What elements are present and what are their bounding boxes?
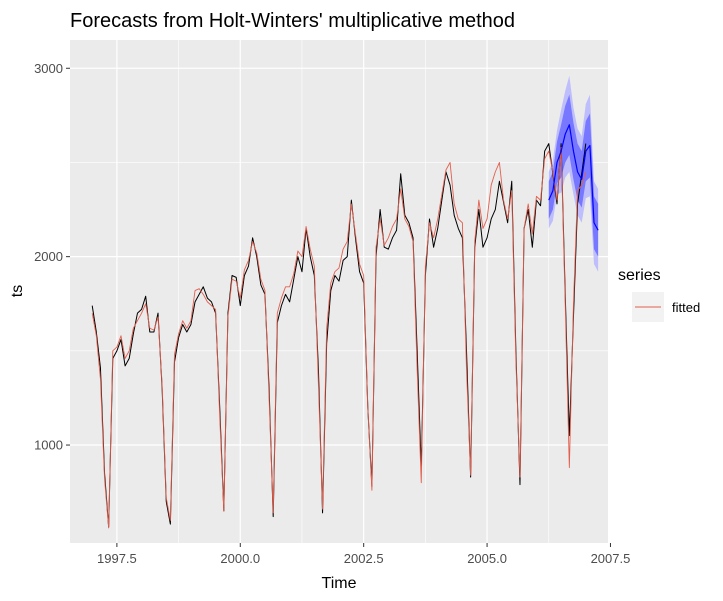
x-tick-label: 2007.5: [591, 551, 631, 566]
x-tick-label: 2002.5: [344, 551, 384, 566]
x-tick-label: 2005.0: [467, 551, 507, 566]
legend-title: series: [618, 267, 661, 284]
y-tick-label: 2000: [34, 249, 63, 264]
series-lines: [91, 124, 599, 529]
legend: series fitted: [618, 267, 700, 322]
y-tick-label: 3000: [34, 61, 63, 76]
legend-label-fitted: fitted: [672, 300, 700, 315]
x-tick-label: 1997.5: [97, 551, 137, 566]
prediction-interval-80: [548, 94, 599, 257]
forecast-line: [548, 124, 599, 231]
y-axis-title: ts: [9, 285, 26, 297]
pi80-band: [548, 94, 599, 257]
fitted-line: [91, 146, 587, 529]
chart-title: Forecasts from Holt-Winters' multiplicat…: [70, 10, 515, 32]
x-axis-title: Time: [322, 575, 357, 592]
y-axis: 1000 2000 3000: [34, 61, 70, 453]
grid-lines: [70, 40, 612, 543]
x-tick-label: 2000.0: [220, 551, 260, 566]
y-tick-label: 1000: [34, 438, 63, 453]
plot-panel: [70, 40, 608, 543]
x-axis: 1997.5 2000.0 2002.5 2005.0 2007.5: [97, 543, 630, 566]
